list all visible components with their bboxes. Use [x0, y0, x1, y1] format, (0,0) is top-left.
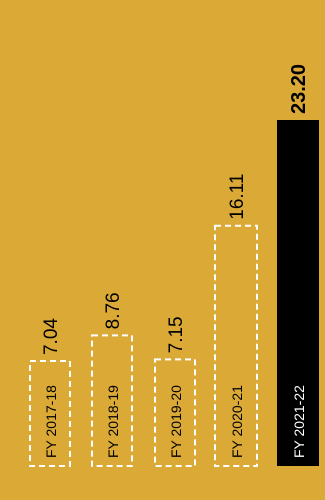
value-label-3: 16.11 — [227, 174, 248, 220]
category-label-1: FY 2018-19 — [105, 385, 121, 458]
category-label-4: FY 2021-22 — [291, 385, 307, 458]
category-label-0: FY 2017-18 — [43, 385, 59, 458]
bar-0 — [29, 360, 71, 467]
bar-4 — [277, 120, 319, 466]
category-label-3: FY 2020-21 — [229, 385, 245, 458]
value-label-0: 7.04 — [41, 318, 62, 355]
value-label-1: 8.76 — [103, 292, 124, 329]
value-label-4: 23.20 — [288, 64, 310, 114]
category-label-2: FY 2019-20 — [168, 385, 184, 458]
value-label-2: 7.15 — [166, 316, 187, 353]
bar-2 — [154, 358, 196, 468]
bar-3 — [214, 224, 258, 467]
bar-1 — [91, 334, 133, 467]
